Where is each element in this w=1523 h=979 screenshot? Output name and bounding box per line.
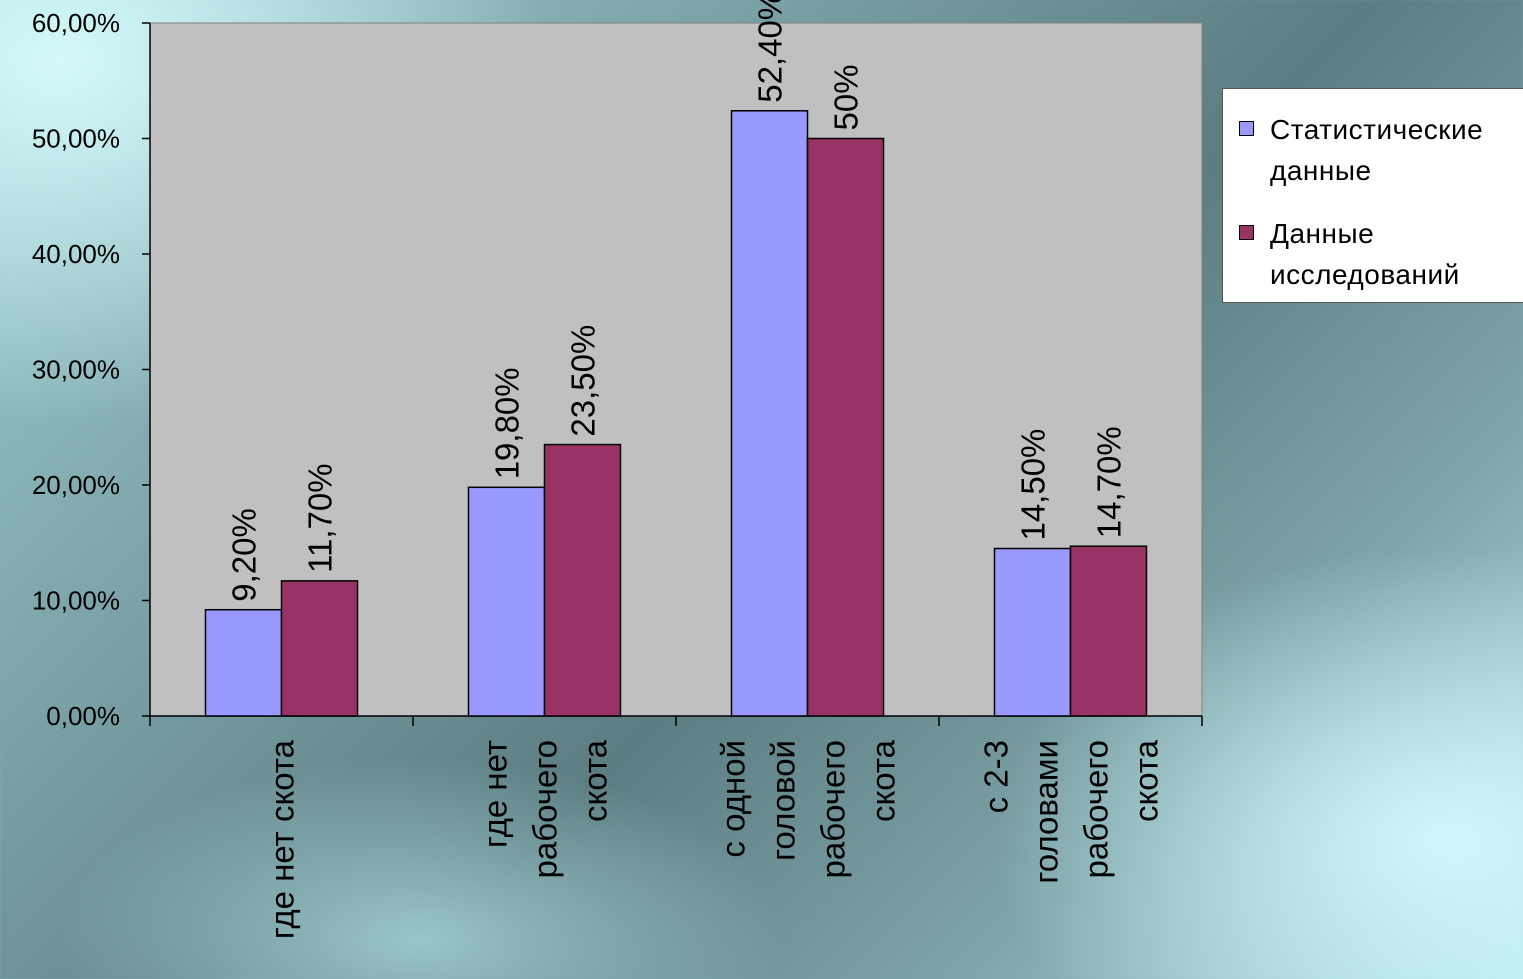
y-tick-label: 60,00%: [32, 8, 120, 38]
bar-series-2-cat-4: [1069, 545, 1148, 717]
data-label: 9,20%: [226, 508, 263, 602]
category-label: головой: [765, 740, 802, 861]
legend-swatch-statistical: [1239, 121, 1254, 136]
bar-series-2-cat-1: [280, 580, 359, 717]
value-labels: 9,20% 11,70% 19,80% 23,50% 52,40% 50% 14,50% 14…: [226, 0, 1128, 602]
legend-swatch-research: [1239, 225, 1254, 240]
category-label: с одной: [715, 740, 752, 858]
category-label: рабочего: [1078, 740, 1115, 878]
bar-series-1-cat-1: [204, 608, 283, 717]
legend-label-line: Данные: [1270, 218, 1375, 249]
legend-label-line: Статистические: [1270, 114, 1484, 145]
category-label: скота: [577, 739, 614, 822]
category-label: с 2-3: [978, 740, 1015, 813]
legend: Статистические данные Данные исследовани…: [1222, 88, 1523, 303]
y-tick-label: 10,00%: [32, 586, 120, 616]
y-tick-label: 20,00%: [32, 470, 120, 500]
bar-series-2-cat-3: [806, 137, 885, 717]
bar-series-1-cat-2: [467, 486, 546, 717]
data-label: 50%: [828, 64, 865, 130]
category-labels: где нет скота где нет рабочего скота с одной…: [264, 739, 1165, 939]
bar-series-2-cat-2: [543, 443, 622, 717]
data-label: 23,50%: [565, 325, 602, 437]
category-label: рабочего: [527, 740, 564, 878]
legend-label-line: исследований: [1270, 259, 1460, 290]
bar-series-1-cat-4: [993, 547, 1072, 717]
data-label: 14,70%: [1091, 426, 1128, 538]
data-label: 52,40%: [752, 0, 789, 103]
data-label: 14,50%: [1015, 429, 1052, 541]
y-tick-label: 50,00%: [32, 124, 120, 154]
category-label: скота: [865, 739, 902, 822]
category-label: рабочего: [815, 740, 852, 878]
category-label: головами: [1028, 740, 1065, 884]
category-label: скота: [1128, 739, 1165, 822]
y-tick-label: 0,00%: [46, 701, 120, 731]
category-label: где нет: [477, 740, 514, 848]
legend-label-line: данные: [1270, 155, 1372, 186]
data-label: 11,70%: [302, 463, 339, 572]
data-label: 19,80%: [489, 367, 526, 479]
bars: [204, 110, 1148, 717]
x-axis: [149, 715, 1203, 726]
y-tick-label: 30,00%: [32, 355, 120, 385]
bar-series-1-cat-3: [730, 110, 809, 717]
y-axis: 0,00% 10,00% 20,00% 30,00% 40,00% 50,00% 60,00…: [32, 8, 151, 731]
y-tick-label: 40,00%: [32, 239, 120, 269]
category-label: где нет скота: [264, 739, 301, 939]
